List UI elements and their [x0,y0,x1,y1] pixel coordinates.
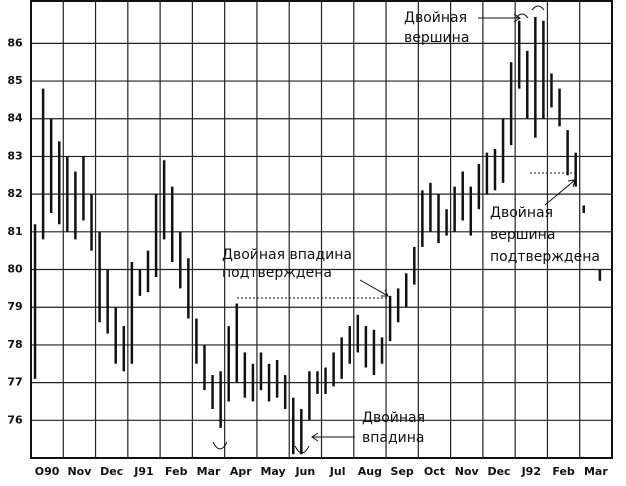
y-tick-label: 79 [7,300,22,313]
y-tick-label: 86 [7,36,23,49]
y-tick-label: 76 [7,413,23,426]
annotation: вершина [404,30,469,46]
annotation: подтверждена [490,249,600,265]
trough-mark [212,441,310,454]
y-tick-label: 84 [7,112,23,125]
y-tick-label: 85 [7,74,22,87]
annotation: впадина [362,430,425,446]
grid [31,0,612,458]
annotation: Двойная [490,205,553,221]
annotation: Двойная [404,10,467,26]
x-tick-label: O90 [35,465,60,478]
x-tick-label: Dec [487,465,510,478]
y-tick-label: 78 [7,338,22,351]
annotation: вершина [490,227,555,243]
y-tick-label: 82 [7,187,22,200]
x-tick-label: J91 [133,465,153,478]
bars [33,16,602,455]
y-tick-label: 83 [7,149,22,162]
x-tick-label: Nov [67,465,92,478]
annotation: Двойная [362,410,425,426]
x-tick-label: Aug [358,465,382,478]
x-tick-label: Feb [165,465,188,478]
arrow [311,432,355,442]
x-tick-label: Mar [197,465,221,478]
peak-mark [515,5,545,19]
x-tick-label: Sep [391,465,414,478]
arrow [478,13,521,23]
arrow [544,179,576,206]
x-tick-label: Dec [100,465,123,478]
annotation: подтверждена [222,265,332,281]
x-tick-label: Oct [424,465,445,478]
y-tick-label: 80 [7,263,23,276]
annotation: Двойная впадина [222,247,352,263]
x-tick-label: J92 [521,465,541,478]
y-tick-label: 77 [7,376,22,389]
x-tick-label: Jul [329,465,346,478]
x-tick-label: Jun [294,465,315,478]
x-tick-label: Mar [584,465,608,478]
x-tick-label: May [260,465,285,478]
arrow [359,279,389,297]
y-tick-label: 81 [7,225,22,238]
x-tick-label: Feb [552,465,575,478]
x-tick-label: Apr [230,465,252,478]
x-tick-label: Nov [455,465,480,478]
